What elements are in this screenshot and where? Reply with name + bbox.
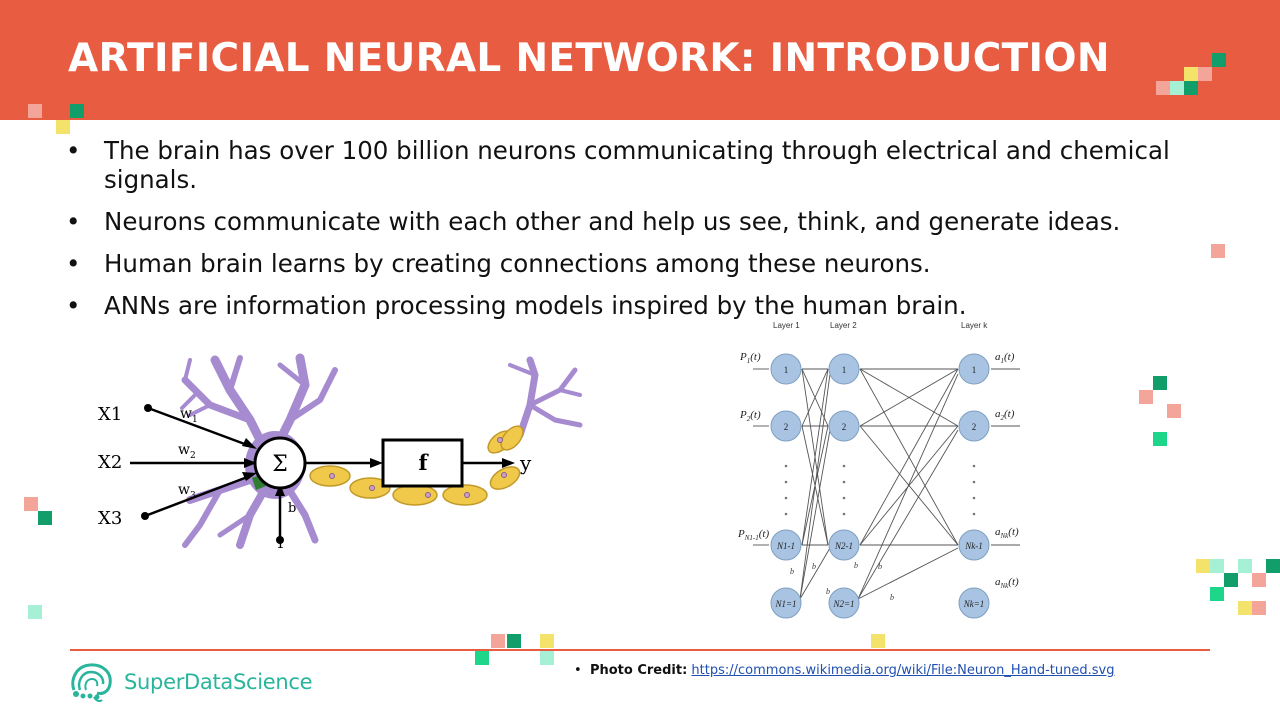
output-label: y xyxy=(519,451,532,475)
slide-title: ARTIFICIAL NEURAL NETWORK: INTRODUCTION xyxy=(68,36,1110,81)
axon-illustration xyxy=(309,425,524,506)
input-p1: P xyxy=(739,351,747,363)
node-lk-2: 2 xyxy=(972,422,977,432)
title-bar: ARTIFICIAL NEURAL NETWORK: INTRODUCTION xyxy=(0,0,1280,120)
node-l1-1: 1 xyxy=(784,365,789,375)
output-an-bias: a xyxy=(995,576,1001,588)
svg-text:aNk(t): aNk(t) xyxy=(995,576,1019,590)
bias-weight-2: b xyxy=(812,562,816,571)
svg-text:w3: w3 xyxy=(178,482,196,501)
node-l2-1: 1 xyxy=(842,365,847,375)
bias-weight-6: b xyxy=(890,593,894,602)
input-pn: P xyxy=(737,528,745,540)
layer-header-2: Layer 2 xyxy=(830,321,857,330)
sum-symbol: Σ xyxy=(272,452,288,477)
credit-link[interactable]: https://commons.wikimedia.org/wiki/File:… xyxy=(691,663,1115,678)
node-l2-n: N2-1 xyxy=(834,541,853,551)
node-lk-bias: Nk=1 xyxy=(963,599,985,609)
svg-text:aNk(t): aNk(t) xyxy=(995,526,1019,540)
weight-label-2: w xyxy=(178,442,190,458)
output-an: a xyxy=(995,526,1001,538)
bias-label: b xyxy=(288,501,296,516)
svg-text:PN1-1(t): PN1-1(t) xyxy=(737,528,769,542)
activation-label: f xyxy=(418,450,429,475)
input-label-x2: X2 xyxy=(98,452,122,473)
layer-header-k: Layer k xyxy=(961,321,988,330)
weight-label-3: w xyxy=(178,482,190,498)
weight-label-1: w xyxy=(180,406,192,422)
output-a2: a xyxy=(995,408,1001,420)
bullet-item: • ANNs are information processing models … xyxy=(66,291,967,320)
svg-text:P1(t): P1(t) xyxy=(739,351,761,365)
bullet-item: • Neurons communicate with each other and… xyxy=(66,207,1121,236)
svg-text:a2(t): a2(t) xyxy=(995,408,1015,422)
bullet-item: • Human brain learns by creating connecti… xyxy=(66,249,931,278)
bullet-list: • The brain has over 100 billion neurons … xyxy=(66,136,1236,333)
input-p2: P xyxy=(739,409,747,421)
bias-weight-4: b xyxy=(854,561,858,570)
bias-weight-3: b xyxy=(826,587,830,596)
bias-weight-5: b xyxy=(878,562,882,571)
svg-text:P2(t): P2(t) xyxy=(739,409,761,423)
brand-logo: SuperDataScience xyxy=(68,660,313,704)
bias-weight-1: b xyxy=(790,567,794,576)
node-l1-n: N1-1 xyxy=(776,541,795,551)
node-lk-1: 1 xyxy=(972,365,977,375)
svg-text:w1: w1 xyxy=(180,406,198,425)
bias-input-label: 1 xyxy=(276,536,285,552)
neuron-diagram: Σ f X1 X2 X3 w1 w2 w3 b 1 y xyxy=(98,353,583,552)
node-l2-bias: N2=1 xyxy=(832,599,854,609)
layer-header-1: Layer 1 xyxy=(773,321,800,330)
input-label-x3: X3 xyxy=(98,508,122,529)
bullet-item: • The brain has over 100 billion neurons … xyxy=(66,136,1170,194)
footer-divider xyxy=(70,649,1210,651)
node-l1-2: 2 xyxy=(784,422,789,432)
brain-logo-icon xyxy=(71,663,112,702)
photo-credit: • Photo Credit: https://commons.wikimedi… xyxy=(574,663,1115,678)
credit-label: Photo Credit: xyxy=(589,663,688,678)
output-a1: a xyxy=(995,351,1001,363)
network-diagram: Layer 1 Layer 2 Layer k 1 2 N1-1 N1=1 1 … xyxy=(737,321,1020,619)
brand-name: SuperDataScience xyxy=(124,670,313,694)
input-label-x1: X1 xyxy=(98,404,122,425)
node-l2-2: 2 xyxy=(842,422,847,432)
node-lk-n: Nk-1 xyxy=(964,541,983,551)
node-l1-bias: N1=1 xyxy=(774,599,796,609)
svg-text:a1(t): a1(t) xyxy=(995,351,1015,365)
svg-text:w2: w2 xyxy=(178,442,196,461)
